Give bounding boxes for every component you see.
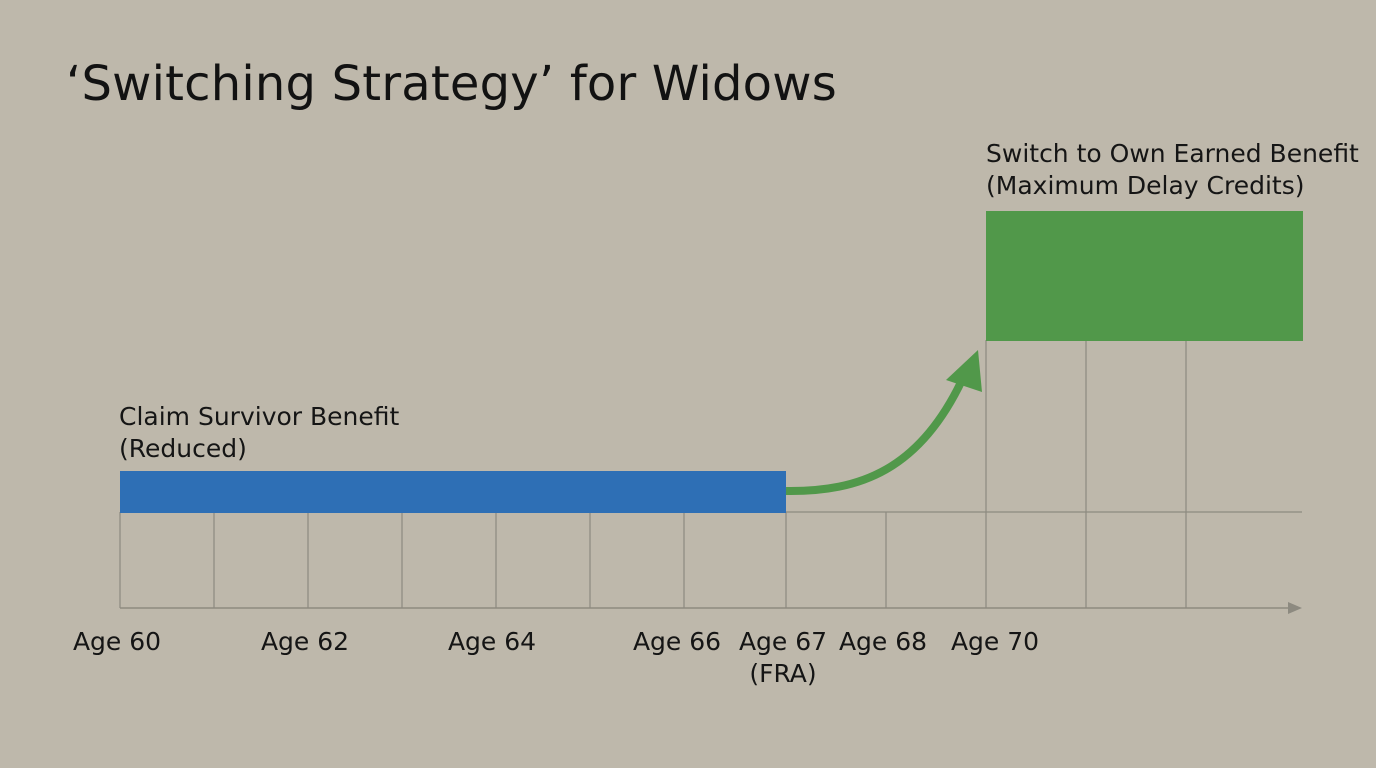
axis-tick-label-text: Age 64 (447, 627, 537, 656)
axis-tick-label-text: Age 62 (260, 627, 350, 656)
chart-title: ‘Switching Strategy’ for Widows (66, 56, 837, 112)
axis-tick-label-text: Age 60 (72, 627, 162, 656)
axis-tick-label-subtext: (FRA) (749, 659, 817, 688)
survivor-benefit-label-line1: Claim Survivor Benefit (119, 402, 400, 431)
survivor-benefit-bar (120, 471, 786, 513)
survivor-benefit-label: Claim Survivor Benefit (Reduced) (119, 401, 399, 465)
axis-tick-label: Age 62 (261, 626, 349, 658)
axis-tick-label-text: Age 68 (838, 627, 928, 656)
axis-tick-label-text: Age 70 (950, 627, 1040, 656)
axis-tick-label: Age 60 (73, 626, 161, 658)
own-benefit-label-line1: Switch to Own Earned Benefit (986, 139, 1359, 168)
axis-tick-label-text: Age 67 (738, 627, 828, 656)
own-benefit-label: Switch to Own Earned Benefit (Maximum De… (986, 138, 1359, 202)
axis-tick-label: Age 68 (839, 626, 927, 658)
x-axis (120, 602, 1302, 614)
axis-tick-label-fra: Age 67 (FRA) (739, 626, 827, 690)
axis-tick-label-text: Age 66 (632, 627, 722, 656)
survivor-benefit-label-line2: (Reduced) (119, 434, 247, 463)
axis-tick-label: Age 66 (633, 626, 721, 658)
axis-tick-label: Age 70 (951, 626, 1039, 658)
own-benefit-bar (986, 211, 1303, 341)
axis-tick-label: Age 64 (448, 626, 536, 658)
own-benefit-label-line2: (Maximum Delay Credits) (986, 171, 1305, 200)
arrow-right-icon (1288, 602, 1302, 614)
curved-arrow-up-right-icon (785, 350, 982, 496)
grid-lines (119, 340, 1302, 608)
